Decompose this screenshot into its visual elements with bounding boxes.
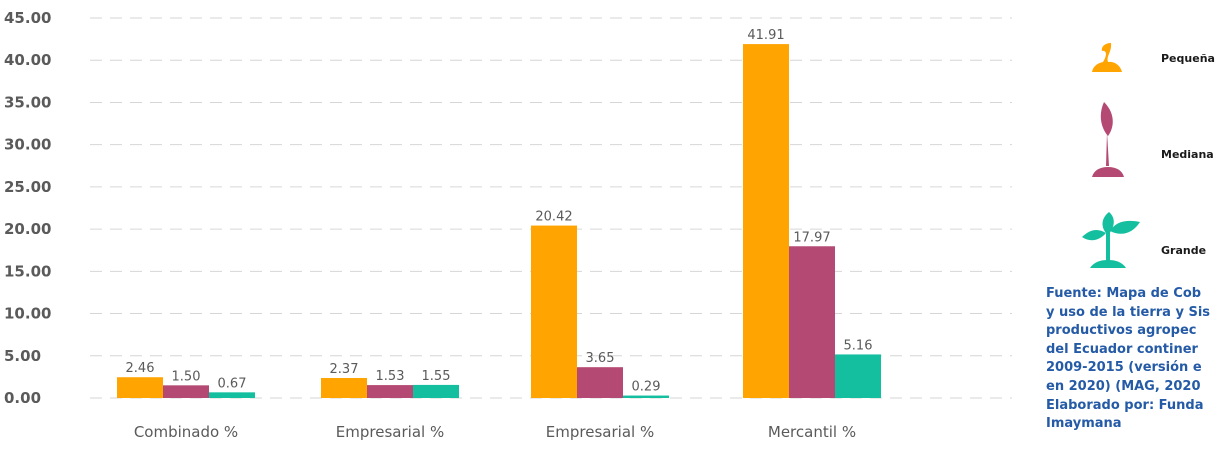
bar: [117, 377, 163, 398]
legend-item-mediana: Mediana: [1092, 102, 1214, 177]
bar: [321, 377, 367, 398]
legend-label-pequena: Pequeña: [1161, 52, 1215, 65]
leaf-icon: [1092, 102, 1124, 177]
y-tick-label: 10.00: [4, 305, 51, 323]
bar: [835, 354, 881, 398]
legend-label-mediana: Mediana: [1161, 148, 1214, 161]
bar-value-label: 5.16: [844, 338, 873, 353]
bar: [623, 395, 669, 398]
legend-item-grande: Grande: [1082, 212, 1206, 268]
y-tick-label: 30.00: [4, 136, 51, 154]
y-tick-label: 40.00: [4, 51, 51, 69]
bars: [117, 44, 881, 399]
x-category-label: Empresarial %: [336, 423, 444, 441]
x-category-label: Empresarial %: [546, 423, 654, 441]
bar-value-label: 1.55: [422, 369, 451, 384]
y-axis: 0.00 5.00 10.00 15.00 20.00 25.00 30.00 35.00 40…: [4, 9, 51, 407]
bar-value-label: 0.67: [218, 376, 247, 391]
bar-value-label: 17.97: [793, 230, 830, 245]
bar-value-label: 1.50: [172, 369, 201, 384]
legend-item-pequena: Pequeña: [1092, 43, 1215, 72]
bar: [209, 392, 255, 398]
bar-value-label: 41.91: [747, 28, 784, 43]
y-tick-label: 45.00: [4, 9, 51, 27]
bar: [367, 385, 413, 398]
y-tick-label: 5.00: [4, 347, 41, 365]
y-tick-label: 15.00: [4, 262, 51, 280]
bar: [743, 44, 789, 399]
bar: [163, 385, 209, 398]
bar-value-label: 20.42: [535, 210, 572, 225]
data-labels: 2.46 1.50 0.67 2.37 1.53 1.55 20.42 3.65 0.29 41.…: [126, 28, 873, 394]
bar: [577, 367, 623, 398]
y-tick-label: 25.00: [4, 178, 51, 196]
bar-value-label: 2.37: [330, 362, 359, 377]
bar: [531, 225, 577, 398]
source-note: Fuente: Mapa de Cob y uso de la tierra y…: [1046, 286, 1211, 432]
legend-label-grande: Grande: [1161, 244, 1206, 257]
legend: Pequeña Mediana Grande: [1082, 43, 1215, 268]
bar-value-label: 3.65: [586, 351, 615, 366]
y-tick-label: 0.00: [4, 389, 41, 407]
x-axis: Combinado % Empresarial % Empresarial % Mer…: [134, 423, 856, 441]
bar: [789, 246, 835, 398]
bar-value-label: 1.53: [376, 369, 405, 384]
bar: [413, 384, 459, 398]
y-tick-label: 35.00: [4, 93, 51, 111]
y-tick-label: 20.00: [4, 220, 51, 238]
bar-value-label: 2.46: [126, 361, 155, 376]
x-category-label: Mercantil %: [768, 423, 856, 441]
seedling-icon: [1082, 212, 1140, 268]
bar-value-label: 0.29: [632, 380, 661, 395]
x-category-label: Combinado %: [134, 423, 238, 441]
sprout-icon: [1092, 43, 1122, 72]
